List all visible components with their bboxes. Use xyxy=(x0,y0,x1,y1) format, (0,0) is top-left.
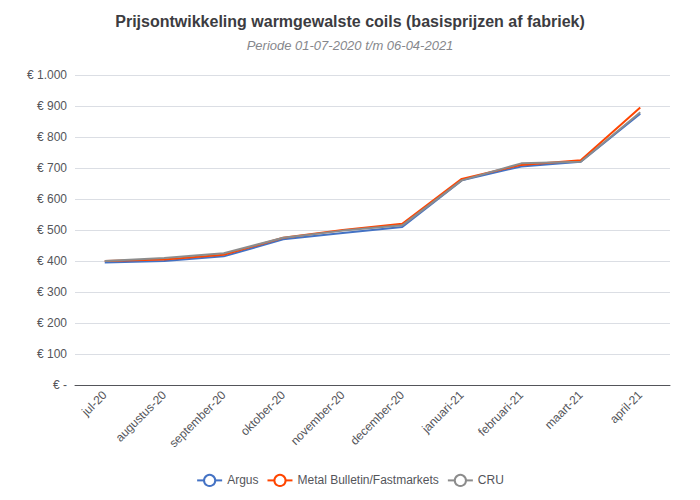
svg-text:maart-21: maart-21 xyxy=(542,388,586,432)
svg-text:€ 600: € 600 xyxy=(37,192,67,206)
svg-text:jul-20: jul-20 xyxy=(78,388,110,420)
svg-text:€ 200: € 200 xyxy=(37,316,67,330)
svg-text:april-21: april-21 xyxy=(607,388,645,426)
svg-text:€ 1.000: € 1.000 xyxy=(27,68,67,82)
svg-text:CRU: CRU xyxy=(478,473,504,487)
svg-text:januari-21: januari-21 xyxy=(418,388,467,437)
svg-text:Periode 01-07-2020 t/m 06-04-2: Periode 01-07-2020 t/m 06-04-2021 xyxy=(247,38,454,53)
svg-text:€ 100: € 100 xyxy=(37,347,67,361)
svg-text:€ 900: € 900 xyxy=(37,99,67,113)
svg-text:€ 700: € 700 xyxy=(37,161,67,175)
svg-text:Prijsontwikkeling warmgewalste: Prijsontwikkeling warmgewalste coils (ba… xyxy=(115,13,584,30)
svg-text:€ 300: € 300 xyxy=(37,285,67,299)
svg-text:december-20: december-20 xyxy=(347,388,407,448)
svg-text:€ 400: € 400 xyxy=(37,254,67,268)
svg-text:augustus-20: augustus-20 xyxy=(113,388,170,445)
svg-text:oktober-20: oktober-20 xyxy=(238,388,289,439)
svg-text:februari-21: februari-21 xyxy=(475,388,526,439)
svg-text:€ 500: € 500 xyxy=(37,223,67,237)
svg-text:Metal Bulletin/Fastmarkets: Metal Bulletin/Fastmarkets xyxy=(297,473,438,487)
svg-text:€ -: € - xyxy=(53,378,67,392)
svg-text:november-20: november-20 xyxy=(288,388,348,448)
svg-text:Argus: Argus xyxy=(227,473,258,487)
svg-text:september-20: september-20 xyxy=(167,388,229,450)
svg-text:€ 800: € 800 xyxy=(37,130,67,144)
